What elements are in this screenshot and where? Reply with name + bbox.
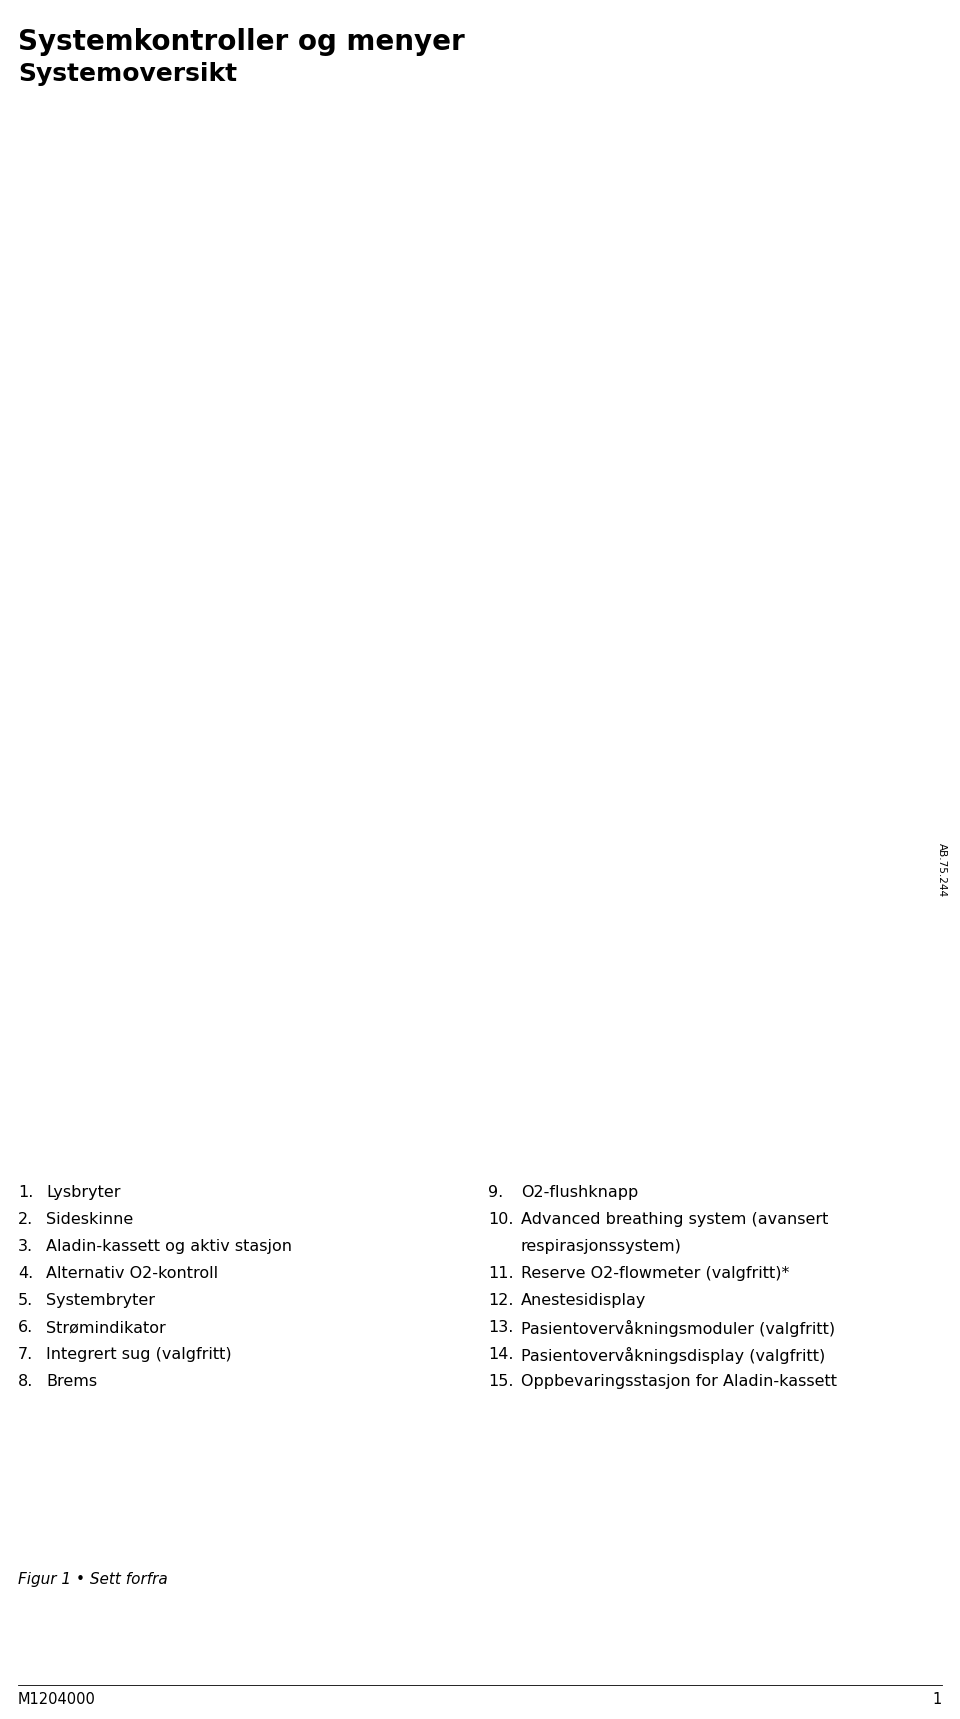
Text: respirasjonssystem): respirasjonssystem)	[521, 1239, 682, 1253]
Text: Systemkontroller og menyer: Systemkontroller og menyer	[18, 28, 465, 57]
Text: Pasientovervåkningsmoduler (valgfritt): Pasientovervåkningsmoduler (valgfritt)	[521, 1320, 835, 1337]
Text: Anestesidisplay: Anestesidisplay	[521, 1293, 646, 1308]
Text: Lysbryter: Lysbryter	[46, 1184, 121, 1200]
Text: Figur 1 • Sett forfra: Figur 1 • Sett forfra	[18, 1571, 168, 1587]
Text: Reserve O2-flowmeter (valgfritt)*: Reserve O2-flowmeter (valgfritt)*	[521, 1265, 789, 1281]
Text: Advanced breathing system (avansert: Advanced breathing system (avansert	[521, 1212, 828, 1227]
Text: Pasientovervåkningsdisplay (valgfritt): Pasientovervåkningsdisplay (valgfritt)	[521, 1348, 826, 1363]
Text: 5.: 5.	[18, 1293, 34, 1308]
Text: Brems: Brems	[46, 1373, 97, 1389]
Text: O2-flushknapp: O2-flushknapp	[521, 1184, 638, 1200]
Text: AB.75.244: AB.75.244	[937, 842, 947, 897]
Text: Systemoversikt: Systemoversikt	[18, 62, 237, 86]
Text: Strømindikator: Strømindikator	[46, 1320, 166, 1336]
Text: 6.: 6.	[18, 1320, 34, 1336]
Text: Systembryter: Systembryter	[46, 1293, 155, 1308]
Text: Integrert sug (valgfritt): Integrert sug (valgfritt)	[46, 1348, 231, 1361]
Text: 15.: 15.	[488, 1373, 514, 1389]
Text: Sideskinne: Sideskinne	[46, 1212, 133, 1227]
Text: 11.: 11.	[488, 1265, 514, 1281]
Text: 1: 1	[933, 1691, 942, 1707]
Text: Alternativ O2-kontroll: Alternativ O2-kontroll	[46, 1265, 218, 1281]
Text: 12.: 12.	[488, 1293, 514, 1308]
Text: 13.: 13.	[488, 1320, 514, 1336]
Text: 14.: 14.	[488, 1348, 514, 1361]
Text: 3.: 3.	[18, 1239, 34, 1253]
Text: M1204000: M1204000	[18, 1691, 96, 1707]
Text: Aladin-kassett og aktiv stasjon: Aladin-kassett og aktiv stasjon	[46, 1239, 292, 1253]
Text: 8.: 8.	[18, 1373, 34, 1389]
Text: 7.: 7.	[18, 1348, 34, 1361]
Text: Oppbevaringsstasjon for Aladin-kassett: Oppbevaringsstasjon for Aladin-kassett	[521, 1373, 837, 1389]
Text: 1.: 1.	[18, 1184, 34, 1200]
Text: 2.: 2.	[18, 1212, 34, 1227]
Text: 4.: 4.	[18, 1265, 34, 1281]
Text: 9.: 9.	[488, 1184, 503, 1200]
Text: 10.: 10.	[488, 1212, 514, 1227]
